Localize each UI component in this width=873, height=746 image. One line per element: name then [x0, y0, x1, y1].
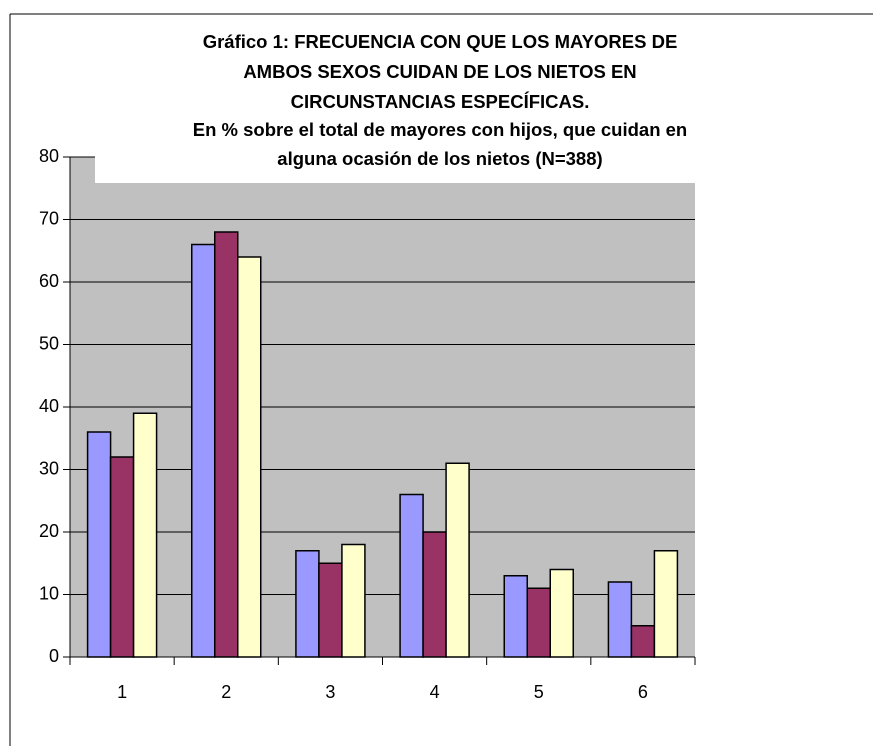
y-tick-label: 70 [39, 208, 59, 228]
bar [214, 231, 239, 658]
chart-title: AMBOS SEXOS CUIDAN DE LOS NIETOS EN [243, 61, 636, 82]
chart-subtitle: En % sobre el total de mayores con hijos… [193, 119, 687, 140]
bar [445, 462, 470, 658]
bar [549, 568, 574, 658]
bar [132, 412, 158, 658]
x-tick-label: 2 [221, 682, 231, 702]
title-background [95, 20, 695, 183]
y-tick-label: 80 [39, 146, 59, 166]
bar [503, 575, 528, 658]
chart-title: Gráfico 1: FRECUENCIA CON QUE LOS MAYORE… [203, 31, 678, 52]
x-tick-label: 5 [534, 682, 544, 702]
bar [526, 587, 551, 658]
y-tick-label: 60 [39, 271, 59, 291]
bar [237, 256, 262, 658]
y-tick-label: 50 [39, 333, 59, 353]
x-tick-label: 1 [117, 682, 127, 702]
chart-title: CIRCUNSTANCIAS ESPECÍFICAS. [291, 91, 590, 112]
bar [422, 531, 447, 658]
y-tick-label: 0 [49, 646, 59, 666]
bar [341, 543, 366, 658]
bar [295, 550, 320, 658]
x-tick-label: 3 [325, 682, 335, 702]
x-tick-label: 6 [638, 682, 648, 702]
y-tick-label: 30 [39, 458, 59, 478]
bar [399, 493, 424, 658]
bar [318, 562, 343, 658]
bar [109, 456, 135, 658]
bar [607, 581, 633, 658]
chart-subtitle: alguna ocasión de los nietos (N=388) [277, 148, 602, 169]
x-tick-label: 4 [430, 682, 440, 702]
bar [86, 431, 112, 658]
y-tick-label: 20 [39, 521, 59, 541]
y-tick-label: 10 [39, 583, 59, 603]
y-tick-label: 40 [39, 396, 59, 416]
bar [630, 625, 656, 658]
bar [191, 243, 216, 658]
bar [653, 550, 679, 658]
